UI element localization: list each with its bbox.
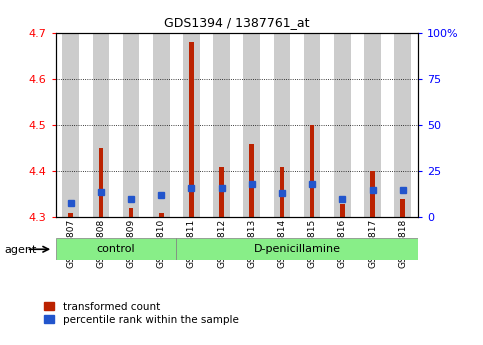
Text: D-penicillamine: D-penicillamine [254,244,341,254]
Text: control: control [97,244,135,254]
Bar [249,144,254,217]
Bar [243,33,260,217]
Bar [334,33,351,217]
Bar [304,33,320,217]
Bar [159,213,164,217]
Title: GDS1394 / 1387761_at: GDS1394 / 1387761_at [164,16,310,29]
Bar [280,167,284,217]
Bar [400,199,405,217]
Bar [123,33,139,217]
Bar [183,33,199,217]
Bar [153,33,170,217]
Bar [274,33,290,217]
Bar [189,42,194,217]
Legend: transformed count, percentile rank within the sample: transformed count, percentile rank withi… [44,302,239,325]
Bar [62,33,79,217]
Bar [68,213,73,217]
Bar [364,33,381,217]
Bar [99,148,103,217]
Bar [370,171,375,217]
Bar [310,125,314,217]
Bar [213,33,230,217]
Bar [128,208,133,217]
Bar [219,167,224,217]
Text: agent: agent [5,245,37,255]
Bar [340,204,345,217]
Bar [176,238,418,260]
Bar [56,238,176,260]
Bar [395,33,411,217]
Bar [93,33,109,217]
